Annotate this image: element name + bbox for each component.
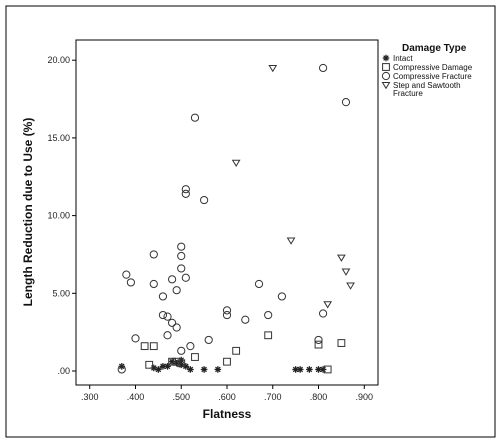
data-point-circle (186, 342, 195, 351)
data-point-circle (181, 189, 190, 198)
data-point-square (264, 331, 273, 340)
data-point-square (145, 360, 154, 369)
data-point-circle (158, 310, 168, 320)
data-point-square (140, 342, 149, 351)
data-point-square (149, 342, 158, 351)
data-point-asterisk (214, 366, 222, 373)
y-tick-label: 5.00 (52, 288, 70, 298)
data-point-square (177, 359, 186, 368)
data-point-circle (117, 365, 126, 374)
data-point-circle (131, 334, 140, 343)
x-tick-label: .700 (264, 392, 282, 402)
data-point-circle (122, 270, 131, 279)
data-point-circle (318, 63, 328, 73)
legend-title: Damage Type (402, 43, 467, 54)
data-point-asterisk (187, 366, 194, 373)
data-point-circle (172, 323, 181, 332)
data-point-circle (167, 275, 177, 284)
data-point-circle (254, 279, 264, 289)
data-point-triangle-down (286, 237, 296, 245)
data-point-circle (190, 113, 200, 122)
data-point-triangle-down (341, 268, 351, 276)
legend-label: Step and Sawtooth Fracture (393, 81, 461, 98)
x-axis: .300 .400 .500 .600 .700 .800 .900 (81, 385, 373, 402)
data-point-circle (177, 346, 186, 355)
legend-label: Intact (393, 54, 413, 63)
legend-label: Compressive Fracture (393, 72, 472, 81)
data-point-circle (167, 318, 177, 327)
data-point-triangle-down (346, 282, 355, 290)
data-point-circle (200, 195, 209, 205)
x-axis-title: Flatness (203, 407, 252, 421)
data-point-circle (222, 310, 232, 320)
data-point-square (323, 365, 332, 374)
data-point-circle (181, 185, 190, 194)
data-points (117, 63, 355, 374)
data-point-circle (163, 312, 172, 321)
data-point-circle (177, 251, 186, 261)
data-point-circle (126, 278, 136, 287)
data-point-circle (177, 264, 186, 273)
data-point-square (223, 357, 231, 366)
data-point-circle (163, 331, 172, 340)
legend-marker-circle (381, 71, 391, 81)
x-tick-label: .400 (127, 392, 145, 402)
data-point-circle (222, 306, 232, 315)
data-point-circle (318, 309, 328, 318)
data-point-square (232, 346, 241, 355)
data-point-circle (158, 292, 168, 301)
data-point-asterisk (155, 366, 162, 373)
data-point-square (337, 339, 346, 347)
data-point-asterisk (306, 366, 313, 373)
x-tick-label: .800 (310, 392, 328, 402)
data-point-triangle-down (337, 254, 346, 262)
data-point-circle (181, 273, 190, 282)
y-tick-label: 20.00 (47, 55, 70, 65)
data-point-circle (341, 98, 351, 107)
x-tick-label: .900 (356, 392, 374, 402)
legend-marker-triangle-down (381, 82, 391, 90)
data-point-square (191, 353, 199, 361)
data-point-circle (177, 242, 186, 251)
data-point-asterisk (296, 366, 304, 373)
data-point-asterisk (319, 366, 327, 373)
y-axis-title: Length Reduction due to Use (%) (21, 118, 35, 307)
data-point-circle (241, 315, 250, 324)
data-point-asterisk (315, 366, 322, 373)
y-tick-label: 10.00 (47, 211, 70, 221)
data-point-triangle-down (323, 301, 333, 309)
data-point-square (168, 357, 176, 366)
x-tick-label: .300 (81, 392, 99, 402)
data-point-circle (149, 250, 158, 259)
x-tick-label: .500 (172, 392, 190, 402)
data-point-triangle-down (231, 159, 241, 168)
legend-marker-asterisk (382, 54, 390, 62)
data-point-circle (172, 286, 181, 295)
legend-marker-square (382, 63, 390, 71)
data-point-circle (277, 292, 287, 301)
x-tick-label: .600 (218, 392, 236, 402)
data-point-square (172, 357, 181, 366)
data-point-circle (264, 310, 273, 320)
data-point-circle (204, 335, 213, 345)
data-point-circle (314, 335, 323, 345)
legend-label: Compressive Damage (393, 63, 473, 72)
plot-area (75, 39, 379, 386)
y-axis: .00 5.00 10.00 15.00 20.00 (47, 55, 76, 376)
y-tick-label: 15.00 (47, 133, 70, 143)
data-point-triangle-down (268, 64, 278, 73)
y-tick-label: .00 (57, 366, 70, 376)
data-point-asterisk (200, 366, 208, 373)
data-point-circle (149, 279, 158, 289)
data-point-square (314, 340, 323, 349)
